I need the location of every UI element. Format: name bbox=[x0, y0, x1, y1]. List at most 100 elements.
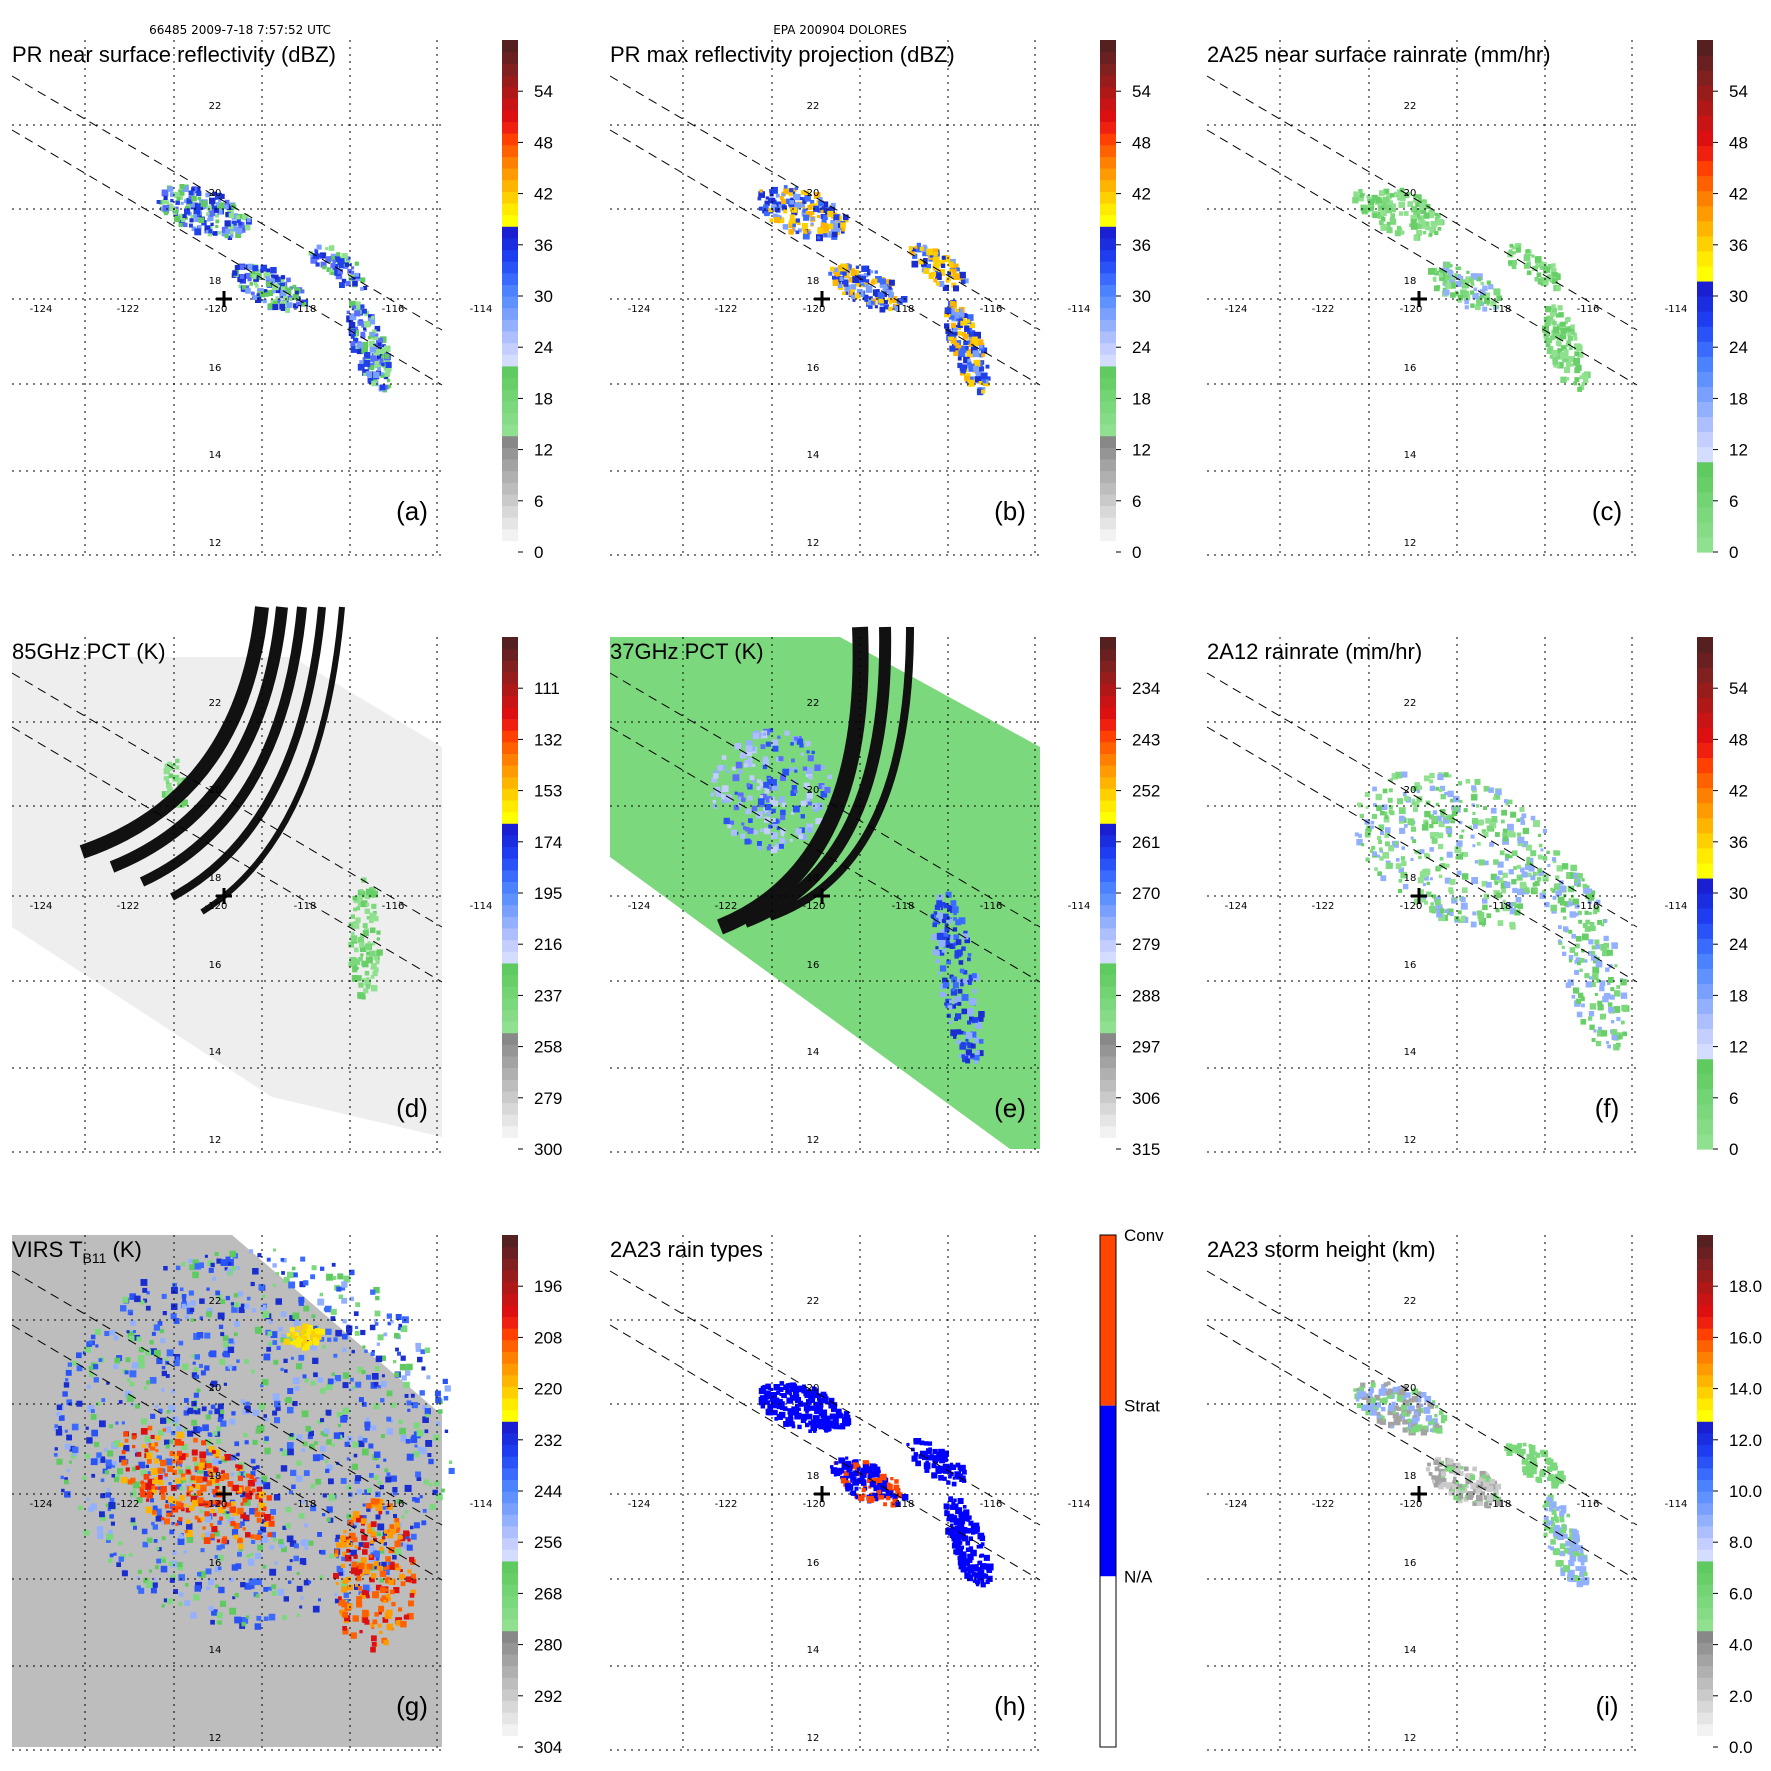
virs-cell bbox=[448, 1460, 453, 1464]
virs-cell bbox=[443, 1396, 449, 1401]
lon-tick-label: -122 bbox=[1312, 304, 1335, 315]
reflectivity-cell bbox=[956, 340, 962, 346]
rainrate-cell bbox=[1571, 330, 1576, 335]
rainrate-cell bbox=[1460, 902, 1468, 910]
pct37-cell bbox=[793, 767, 798, 771]
rainrate-cell bbox=[1410, 826, 1416, 832]
colorbar-swatch bbox=[502, 1137, 518, 1150]
virs-cell bbox=[160, 1338, 166, 1344]
reflectivity-cell bbox=[918, 258, 924, 265]
virs-cell bbox=[283, 1276, 290, 1283]
rainrate-cell bbox=[1476, 299, 1483, 306]
virs-cell bbox=[184, 1398, 189, 1403]
reflectivity-cell bbox=[981, 353, 985, 357]
virs-cell bbox=[224, 1454, 231, 1461]
rainrate-cell bbox=[1577, 883, 1581, 887]
virs-cell bbox=[229, 1250, 236, 1258]
pct37-cell bbox=[972, 989, 977, 994]
reflectivity-cell bbox=[851, 289, 855, 293]
rainrate-cell bbox=[1498, 870, 1503, 875]
reflectivity-cell bbox=[805, 211, 813, 218]
virs-cell bbox=[413, 1451, 420, 1458]
rainrate-cell bbox=[1360, 204, 1367, 211]
pct37-cell bbox=[953, 1035, 957, 1039]
raintype-cell bbox=[843, 1411, 850, 1417]
rainrate-cell bbox=[1620, 992, 1628, 999]
pct85-cell bbox=[360, 953, 364, 957]
reflectivity-cell bbox=[859, 276, 866, 283]
reflectivity-cell bbox=[837, 265, 842, 270]
pct37-cell bbox=[808, 775, 813, 780]
rainrate-cell bbox=[1482, 306, 1488, 312]
raintype-cell bbox=[781, 1393, 787, 1399]
virs-cell bbox=[273, 1494, 281, 1501]
reflectivity-cell bbox=[801, 203, 805, 208]
raintype-cell bbox=[834, 1461, 839, 1465]
virs-cell bbox=[188, 1290, 194, 1296]
virs-cell bbox=[369, 1576, 375, 1583]
pct37-cell bbox=[955, 939, 962, 945]
reflectivity-cell bbox=[957, 362, 963, 369]
rainrate-cell bbox=[1388, 788, 1393, 793]
virs-cell bbox=[327, 1378, 334, 1385]
reflectivity-cell bbox=[943, 255, 951, 263]
virs-cell bbox=[353, 1311, 359, 1316]
virs-cell bbox=[225, 1256, 231, 1262]
colorbar-swatch bbox=[502, 1125, 518, 1138]
rainrate-cell bbox=[1521, 813, 1527, 819]
rainrate-cell bbox=[1365, 857, 1370, 862]
virs-cell bbox=[397, 1327, 401, 1331]
colorbar-swatch bbox=[1100, 1125, 1116, 1138]
virs-cell bbox=[220, 1259, 228, 1266]
rainrate-cell bbox=[1358, 802, 1363, 808]
rainrate-cell bbox=[1517, 836, 1525, 844]
virs-cell bbox=[353, 1554, 358, 1559]
colorbar-swatch bbox=[502, 1525, 518, 1539]
virs-cell bbox=[422, 1508, 427, 1513]
virs-cell bbox=[203, 1537, 211, 1544]
raintype-cell bbox=[760, 1385, 767, 1392]
lat-tick-label: 22 bbox=[1404, 698, 1417, 709]
rainrate-cell bbox=[1494, 881, 1499, 885]
colorbar-swatch bbox=[502, 1055, 518, 1069]
colorbar-swatch bbox=[502, 400, 518, 413]
rainrate-cell bbox=[1556, 865, 1563, 872]
reflectivity-cell bbox=[967, 379, 975, 387]
rainrate-cell bbox=[1377, 871, 1382, 876]
virs-cell bbox=[129, 1335, 135, 1342]
reflectivity-cell bbox=[968, 342, 973, 347]
virs-cell bbox=[342, 1319, 347, 1324]
virs-cell bbox=[339, 1535, 346, 1542]
rainrate-cell bbox=[1558, 312, 1564, 318]
rainrate-cell bbox=[1610, 1020, 1615, 1024]
virs-cell bbox=[317, 1298, 325, 1306]
pct37-cell bbox=[936, 894, 943, 901]
raintype-cell bbox=[802, 1384, 806, 1389]
virs-cell bbox=[123, 1445, 130, 1452]
rainrate-cell bbox=[1552, 326, 1560, 333]
rainrate-cell bbox=[1501, 819, 1505, 824]
reflectivity-cell bbox=[791, 207, 797, 213]
virs-cell bbox=[294, 1386, 300, 1391]
virs-cell bbox=[409, 1556, 415, 1563]
raintype-cell bbox=[788, 1392, 793, 1396]
virs-cell bbox=[140, 1469, 147, 1476]
virs-cell bbox=[197, 1518, 202, 1523]
rainrate-cell bbox=[1582, 883, 1587, 889]
pct85-cell bbox=[364, 978, 372, 986]
rainrate-cell bbox=[1444, 791, 1448, 796]
virs-cell bbox=[234, 1332, 238, 1337]
rainrate-cell bbox=[1439, 856, 1444, 861]
rainrate-cell bbox=[1429, 847, 1434, 852]
virs-cell bbox=[268, 1319, 273, 1324]
reflectivity-cell bbox=[207, 232, 212, 237]
virs-cell bbox=[206, 1463, 212, 1469]
virs-cell bbox=[376, 1531, 381, 1536]
virs-cell bbox=[129, 1381, 135, 1387]
rainrate-cell bbox=[1482, 285, 1488, 291]
colorbar-label: 261 bbox=[1132, 833, 1160, 852]
virs-cell bbox=[394, 1563, 399, 1568]
rainrate-cell bbox=[1503, 799, 1508, 804]
virs-cell bbox=[308, 1540, 314, 1546]
reflectivity-cell bbox=[320, 261, 327, 268]
